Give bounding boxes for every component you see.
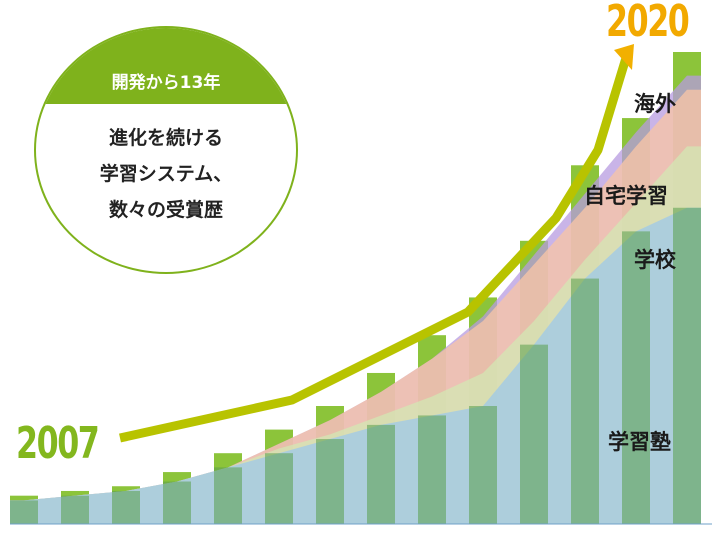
anniversary-badge: 開発から13年 進化を続ける 学習システム、 数々の受賞歴 — [34, 26, 298, 274]
bar-overlay-2013 — [316, 439, 344, 524]
trend-arrow-head — [614, 44, 634, 70]
bar-overlay-2007 — [10, 500, 38, 524]
badge-header-text: 開発から13年 — [111, 73, 221, 93]
bar-overlay-2012 — [265, 453, 293, 524]
bar-overlay-2011 — [214, 467, 242, 524]
label-juku: 学習塾 — [608, 430, 671, 454]
label-school: 学校 — [634, 248, 676, 272]
bar-overlay-2014 — [367, 424, 395, 524]
areas-layer — [10, 75, 712, 525]
bar-overlay-2018 — [571, 278, 599, 524]
badge-body: 進化を続ける 学習システム、 数々の受賞歴 — [36, 120, 296, 228]
bar-overlay-2015 — [418, 415, 446, 524]
label-overseas: 海外 — [634, 92, 676, 116]
bar-overlay-2009 — [112, 490, 140, 524]
bar-overlay-2019 — [622, 231, 650, 525]
badge-line-1: 進化を続ける — [108, 127, 223, 149]
growth-trend-line — [119, 56, 631, 443]
bar-overlay-2010 — [163, 481, 191, 524]
end-year-label: 2020 — [606, 0, 690, 47]
badge-line-2: 学習システム、 — [99, 163, 233, 185]
bar-overlay-2008 — [61, 495, 89, 524]
bar-overlay-2017 — [520, 344, 548, 524]
bar-overlay-2020 — [673, 207, 701, 524]
start-year-label: 2007 — [16, 418, 100, 469]
bar-overlay-2016 — [469, 406, 497, 524]
trend-layer — [119, 44, 634, 443]
badge-line-3: 数々の受賞歴 — [108, 199, 223, 221]
badge-header: 開発から13年 — [36, 28, 296, 104]
label-home-study: 自宅学習 — [584, 184, 668, 208]
